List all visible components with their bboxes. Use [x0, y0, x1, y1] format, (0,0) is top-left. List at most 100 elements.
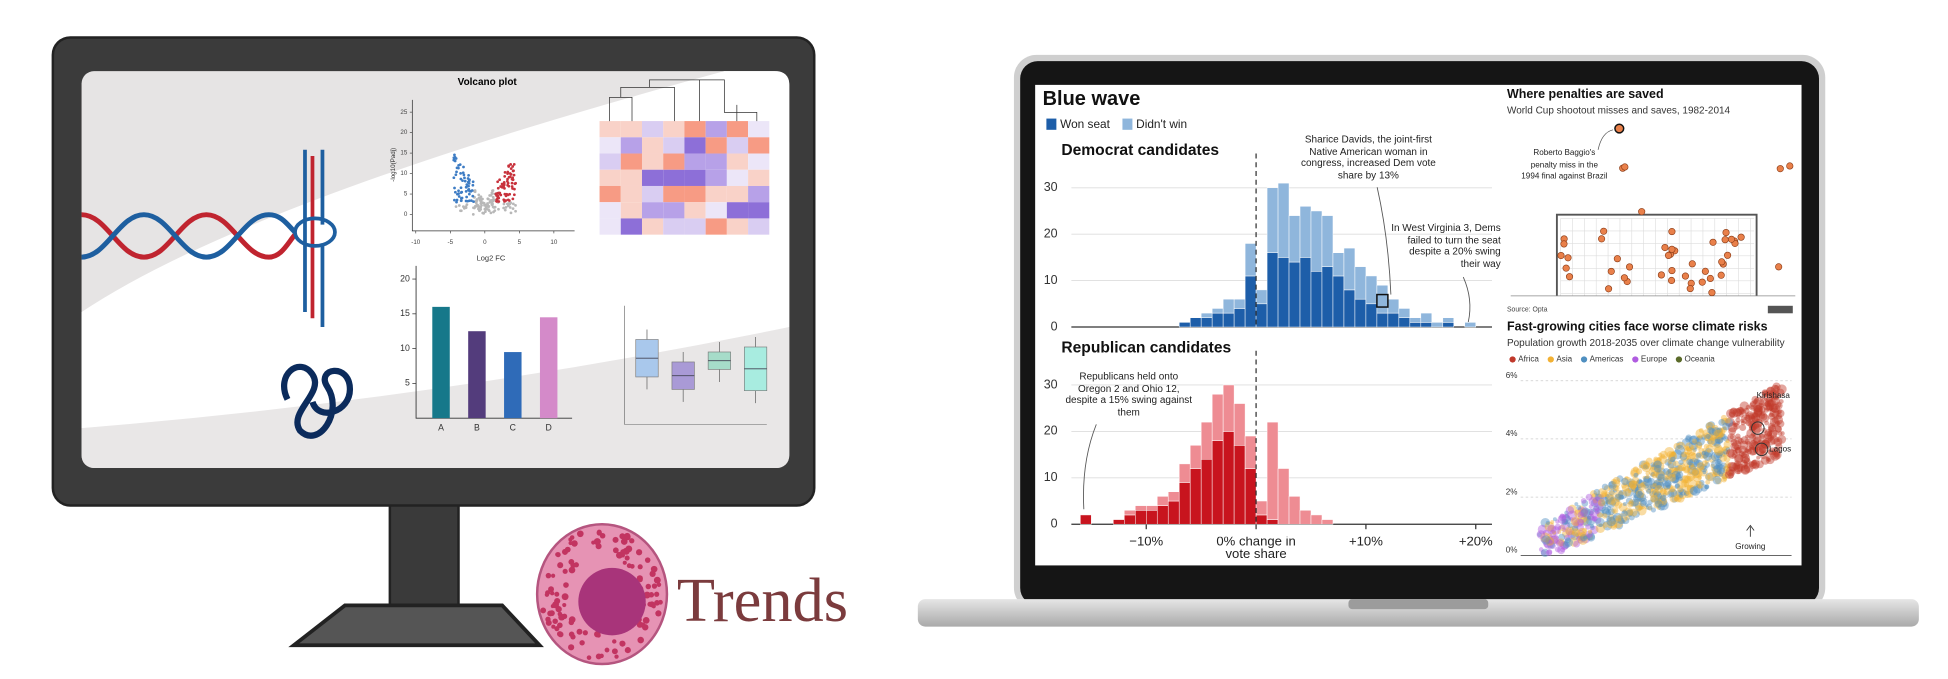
monitor: Volcano plot -10 -5 0 5 10 0 5 10 15 20 25 Log2 FC -l… [51, 36, 816, 648]
city-dot [1739, 459, 1748, 468]
city-dot [1749, 424, 1756, 431]
volcano-point [486, 203, 490, 207]
city-dot [1752, 462, 1760, 470]
cell-dot [576, 530, 584, 538]
city-dot [1686, 484, 1695, 493]
city-dot [1722, 476, 1727, 481]
city-dot [1664, 480, 1672, 488]
city-dot [1601, 512, 1608, 519]
city-dot [1640, 481, 1647, 488]
city-dot [1756, 448, 1765, 456]
city-dot [1709, 435, 1716, 441]
volcano-point [483, 203, 486, 207]
y-tick-label: 20 [1044, 226, 1058, 240]
city-dot [1671, 451, 1676, 456]
heat-cell [641, 121, 664, 138]
cell-dot [612, 639, 617, 644]
city-dot [1673, 460, 1679, 467]
city-dot [1651, 464, 1658, 471]
city-dot [1650, 472, 1656, 477]
city-dot [1565, 506, 1575, 515]
volcano-point [455, 200, 458, 204]
city-dot [1621, 510, 1628, 517]
cell-dot [579, 640, 585, 646]
heat-cell [599, 185, 621, 203]
city-dot [1612, 476, 1621, 485]
city-dot [1560, 547, 1565, 553]
cell-dot [656, 582, 662, 587]
city-dot [1621, 519, 1626, 524]
heat-cell [663, 218, 685, 235]
city-dot [1710, 463, 1715, 469]
volcano-point [458, 163, 462, 166]
city-dot [1748, 461, 1755, 468]
city-dot [1713, 429, 1724, 440]
city-dot [1716, 436, 1724, 444]
city-dot [1596, 512, 1603, 519]
city-dot [1704, 434, 1712, 442]
penalty-dot [1701, 267, 1709, 275]
city-dot [1672, 468, 1681, 477]
city-dot [1645, 503, 1653, 511]
city-dot [1750, 415, 1756, 420]
volcano-point [465, 203, 469, 206]
city-dot [1681, 466, 1686, 472]
heat-cell [726, 202, 749, 219]
y-tick-label: 10 [1044, 470, 1058, 484]
city-dot [1585, 530, 1593, 538]
heat-cell [641, 185, 664, 203]
city-dot [1770, 395, 1780, 405]
highlight-dot [1614, 123, 1625, 134]
city-dot [1722, 426, 1727, 431]
y-tick-label: 0 [1051, 319, 1058, 333]
heat-cell [620, 202, 642, 219]
city-dot [1538, 547, 1544, 552]
city-dot [1708, 426, 1719, 437]
volcano-point [507, 199, 511, 203]
city-dot [1777, 431, 1783, 436]
city-dot [1697, 484, 1702, 489]
heat-cell [684, 121, 706, 138]
city-dot [1716, 470, 1722, 475]
city-dot [1761, 389, 1769, 396]
city-dot [1625, 516, 1630, 521]
volcano-point [464, 185, 468, 189]
city-dot [1724, 418, 1734, 427]
heat-cell [705, 169, 727, 186]
city-dot [1683, 484, 1694, 495]
cell-dot [629, 538, 635, 544]
y-tick-label: 5 [405, 378, 410, 388]
city-dot [1553, 535, 1559, 540]
city-dot [1643, 483, 1649, 489]
city-dot [1561, 518, 1568, 526]
city-dot [1759, 412, 1766, 419]
city-dot [1768, 447, 1777, 456]
city-dot [1574, 509, 1581, 515]
volcano-point [470, 189, 474, 192]
city-dot [1701, 460, 1708, 467]
city-dot [1686, 455, 1691, 460]
cell-dot [571, 540, 578, 547]
y-tick-label: 25 [400, 109, 407, 116]
city-dot [1765, 404, 1773, 412]
city-dot [1718, 472, 1724, 477]
city-dot [1627, 489, 1632, 494]
city-dot [1720, 414, 1727, 421]
volcano-point [509, 211, 513, 215]
city-dot [1718, 418, 1726, 426]
city-dot [1572, 521, 1580, 529]
city-dot [1653, 502, 1660, 509]
city-dot [1682, 457, 1692, 467]
volcano-point [495, 200, 499, 203]
y-tick-label: 0% [1506, 546, 1518, 555]
heat-cell [726, 185, 749, 203]
city-dot [1617, 517, 1625, 525]
city-dot [1635, 468, 1643, 475]
city-dot [1695, 459, 1704, 468]
city-dot [1721, 448, 1730, 457]
city-dot [1741, 414, 1751, 424]
city-dot [1692, 467, 1701, 475]
city-dot [1735, 464, 1741, 470]
city-dot [1656, 505, 1661, 510]
